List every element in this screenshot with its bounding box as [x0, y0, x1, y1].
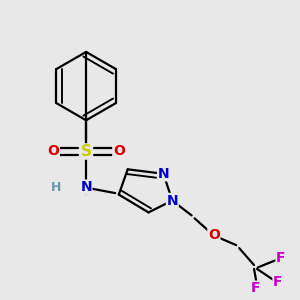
Text: N: N — [80, 180, 92, 194]
Text: F: F — [273, 275, 283, 289]
Text: N: N — [158, 167, 169, 181]
Text: N: N — [167, 194, 178, 208]
Text: H: H — [51, 181, 62, 194]
Text: F: F — [276, 251, 286, 266]
Text: F: F — [251, 281, 260, 295]
Text: O: O — [113, 145, 125, 158]
Text: O: O — [208, 228, 220, 242]
Text: S: S — [81, 144, 92, 159]
Text: O: O — [47, 145, 59, 158]
